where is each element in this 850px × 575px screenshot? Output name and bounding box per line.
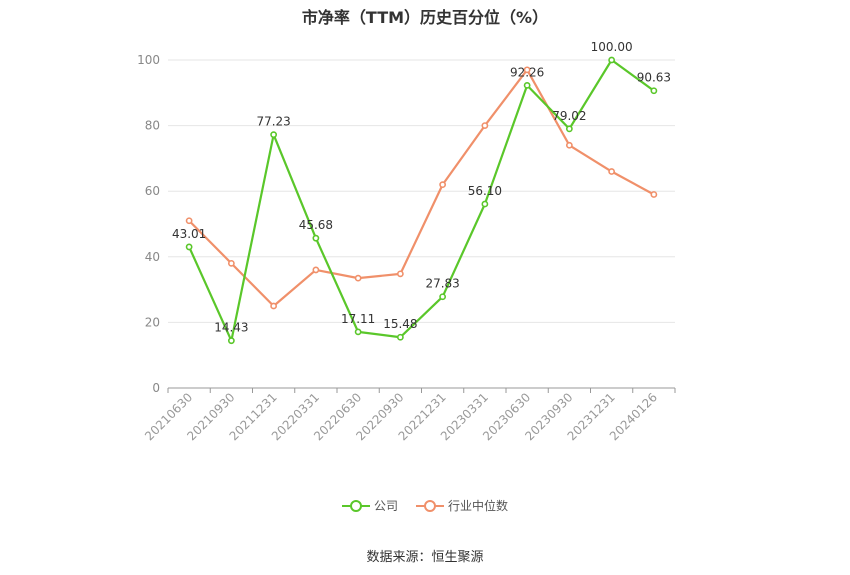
data-label: 17.11: [341, 312, 375, 326]
data-point-industry-median: [227, 259, 235, 267]
data-point-industry-median: [481, 122, 489, 129]
data-point-company: [354, 328, 362, 336]
data-point-industry-median: [396, 270, 404, 278]
data-point-company: [227, 337, 235, 345]
data-label: 92.26: [510, 65, 544, 79]
legend: 公司 行业中位数: [0, 497, 850, 514]
y-tick-label: 20: [145, 315, 160, 329]
source-note: 数据来源：恒生聚源: [366, 550, 484, 565]
data-label: 90.63: [637, 71, 671, 85]
legend-item-industry-median[interactable]: 行业中位数: [416, 497, 508, 514]
data-point-company: [481, 200, 489, 208]
y-tick-label: 40: [145, 250, 160, 264]
data-point-company: [439, 293, 447, 301]
data-label: 77.23: [256, 115, 290, 129]
legend-item-company[interactable]: 公司: [341, 497, 398, 514]
data-point-company: [565, 125, 573, 133]
data-point-company: [523, 81, 531, 89]
data-point-industry-median: [439, 181, 447, 189]
data-label: 45.68: [299, 218, 333, 232]
legend-label-company: 公司: [373, 499, 398, 513]
y-tick-label: 80: [145, 119, 160, 133]
data-point-industry-median: [565, 141, 573, 149]
legend-label-industry-median: 行业中位数: [448, 499, 509, 513]
series-line-industry-median: [188, 68, 655, 308]
data-point-industry-median: [608, 168, 616, 175]
data-point-industry-median: [312, 266, 320, 274]
data-point-industry-median: [354, 274, 362, 282]
data-label: 43.01: [172, 227, 206, 241]
legend-marker-industry-median-icon: [416, 499, 444, 512]
data-point-company: [270, 131, 278, 139]
data-point-company: [396, 333, 404, 341]
legend-marker-company-icon: [341, 499, 370, 512]
data-point-company: [312, 234, 320, 242]
series-line-company: [188, 58, 655, 342]
data-point-industry-median: [185, 217, 193, 225]
y-tick-label: 60: [145, 184, 160, 198]
data-label: 100.00: [591, 40, 633, 54]
data-point-company: [650, 87, 658, 95]
data-point-company: [185, 243, 193, 251]
data-label: 79.02: [552, 109, 586, 123]
data-point-company: [608, 56, 616, 64]
data-point-industry-median: [270, 302, 278, 310]
y-tick-label: 100: [137, 53, 160, 67]
data-label: 15.48: [383, 317, 417, 331]
y-tick-label: 0: [152, 381, 160, 395]
data-label: 14.43: [214, 321, 248, 335]
data-label: 27.83: [425, 277, 459, 291]
data-label: 56.10: [468, 184, 502, 198]
data-point-industry-median: [650, 191, 658, 198]
data-point-industry-median: [523, 66, 531, 74]
chart-title: 市净率（TTM）历史百分位（%）: [301, 8, 549, 27]
